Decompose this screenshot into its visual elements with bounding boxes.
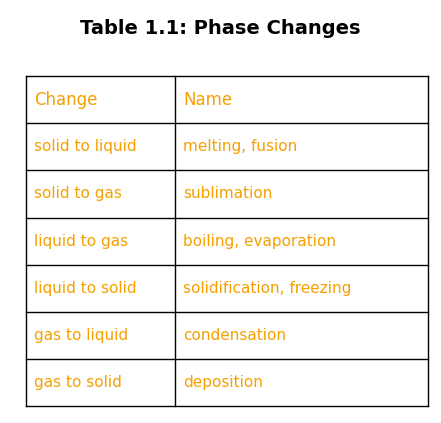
Text: boiling, evaporation: boiling, evaporation bbox=[183, 233, 336, 249]
Text: gas to solid: gas to solid bbox=[34, 375, 122, 390]
Text: melting, fusion: melting, fusion bbox=[183, 139, 297, 154]
Text: Change: Change bbox=[34, 91, 98, 109]
Text: solid to gas: solid to gas bbox=[34, 187, 122, 201]
Text: condensation: condensation bbox=[183, 328, 286, 343]
Text: Name: Name bbox=[183, 91, 232, 109]
Text: liquid to solid: liquid to solid bbox=[34, 281, 137, 296]
Text: Table 1.1: Phase Changes: Table 1.1: Phase Changes bbox=[80, 19, 361, 38]
Text: solidification, freezing: solidification, freezing bbox=[183, 281, 351, 296]
Text: solid to liquid: solid to liquid bbox=[34, 139, 137, 154]
Text: sublimation: sublimation bbox=[183, 187, 272, 201]
Text: gas to liquid: gas to liquid bbox=[34, 328, 128, 343]
Text: deposition: deposition bbox=[183, 375, 263, 390]
Text: liquid to gas: liquid to gas bbox=[34, 233, 128, 249]
